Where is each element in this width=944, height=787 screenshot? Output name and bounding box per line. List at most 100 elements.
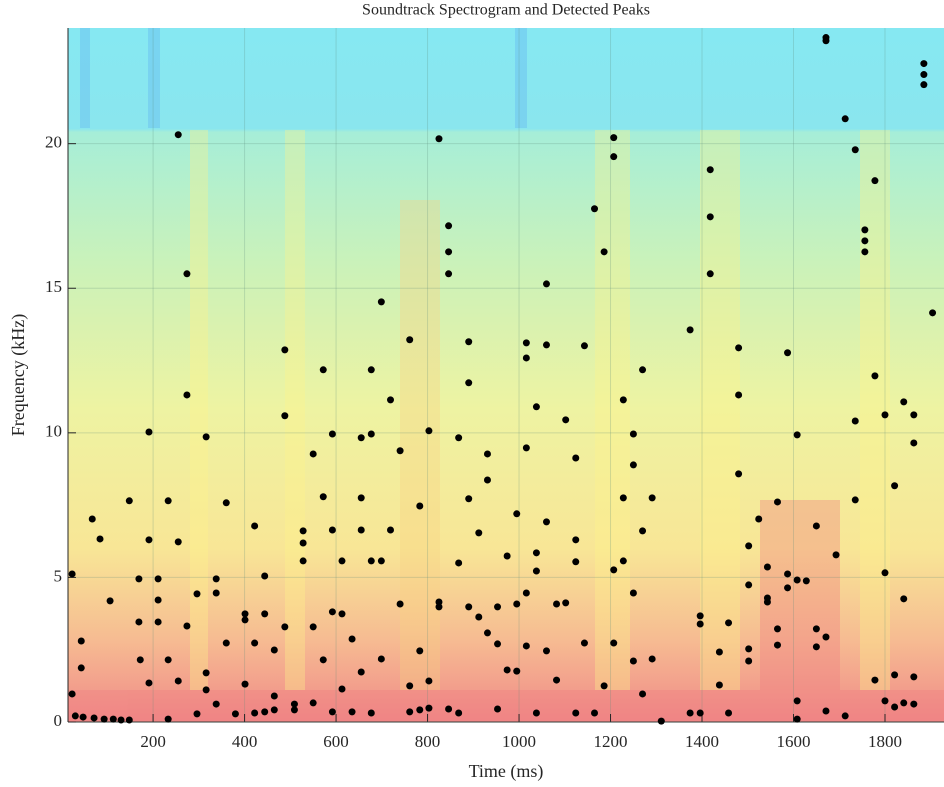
peak-point — [193, 590, 201, 598]
peak-point — [841, 115, 849, 123]
peak-point — [154, 596, 162, 604]
peak-point — [822, 37, 830, 45]
peak-point — [270, 692, 278, 700]
x-tick-label: 200 — [140, 732, 166, 751]
spectrogram-texture — [68, 28, 944, 722]
peak-point — [309, 623, 317, 631]
peak-point — [812, 643, 820, 651]
peak-point — [900, 699, 908, 707]
peak-point — [793, 715, 801, 723]
peak-point — [455, 709, 463, 717]
peak-point — [483, 629, 491, 637]
peak-point — [425, 427, 433, 435]
peak-point — [164, 656, 172, 664]
peak-point — [881, 411, 889, 419]
peak-point — [79, 713, 87, 721]
peak-point — [348, 635, 356, 643]
peak-point — [513, 600, 521, 608]
peak-point — [562, 416, 570, 424]
peak-point — [202, 686, 210, 694]
peak-point — [136, 656, 144, 664]
peak-point — [367, 366, 375, 374]
peak-point — [455, 559, 463, 567]
peak-point — [910, 700, 918, 708]
peak-point — [891, 671, 899, 679]
peak-point — [261, 572, 269, 580]
peak-point — [591, 205, 599, 213]
peak-point — [773, 641, 781, 649]
peak-point — [745, 645, 753, 653]
peak-point — [455, 434, 463, 442]
peak-point — [406, 336, 414, 344]
peak-point — [416, 502, 424, 510]
peak-point — [542, 280, 550, 288]
peak-point — [900, 595, 908, 603]
peak-point — [386, 396, 394, 404]
peak-point — [319, 493, 327, 501]
peak-point — [532, 403, 540, 411]
peak-point — [125, 716, 133, 724]
peak-point — [406, 682, 414, 690]
peak-point — [338, 685, 346, 693]
peak-point — [435, 598, 443, 606]
peak-point — [629, 589, 637, 597]
peak-point — [445, 248, 453, 256]
peak-point — [600, 248, 608, 256]
peak-point — [715, 681, 723, 689]
peak-point — [745, 581, 753, 589]
peak-point — [68, 570, 76, 578]
peak-point — [154, 575, 162, 583]
peak-point — [553, 676, 561, 684]
peak-point — [465, 338, 473, 346]
y-tick-label: 15 — [45, 277, 62, 296]
peak-point — [109, 715, 117, 723]
peak-point — [832, 551, 840, 559]
peak-point — [367, 557, 375, 565]
peak-point — [212, 575, 220, 583]
peak-point — [338, 557, 346, 565]
peak-point — [920, 60, 928, 68]
peak-point — [261, 708, 269, 716]
peak-point — [357, 668, 365, 676]
peak-point — [328, 708, 336, 716]
peak-point — [610, 566, 618, 574]
peak-point — [572, 709, 580, 717]
x-tick-label: 1600 — [777, 732, 811, 751]
y-tick-label: 5 — [54, 566, 63, 585]
peak-point — [367, 709, 375, 717]
peak-point — [338, 610, 346, 618]
peak-point — [88, 515, 96, 523]
peak-point — [532, 567, 540, 575]
peak-point — [465, 603, 473, 611]
peak-point — [299, 527, 307, 535]
peak-point — [610, 134, 618, 142]
peak-point — [619, 396, 627, 404]
peak-point — [735, 470, 743, 478]
x-tick-label: 800 — [415, 732, 441, 751]
peak-point — [900, 398, 908, 406]
peak-point — [542, 518, 550, 526]
peak-point — [532, 709, 540, 717]
peak-point — [154, 618, 162, 626]
peak-point — [416, 647, 424, 655]
peak-point — [881, 569, 889, 577]
peak-point — [145, 679, 153, 687]
y-tick-label: 10 — [45, 422, 62, 441]
peak-point — [425, 677, 433, 685]
peak-point — [377, 557, 385, 565]
peak-point — [145, 428, 153, 436]
peak-point — [822, 633, 830, 641]
y-axis-label: Frequency (kHz) — [8, 314, 29, 436]
peak-point — [657, 717, 665, 725]
peak-point — [648, 655, 656, 663]
peak-point — [435, 135, 443, 143]
peak-point — [706, 270, 714, 278]
peak-point — [309, 699, 317, 707]
peak-point — [871, 676, 879, 684]
peak-point — [793, 697, 801, 705]
peak-point — [281, 412, 289, 420]
peak-point — [851, 496, 859, 504]
peak-point — [475, 613, 483, 621]
peak-point — [309, 450, 317, 458]
